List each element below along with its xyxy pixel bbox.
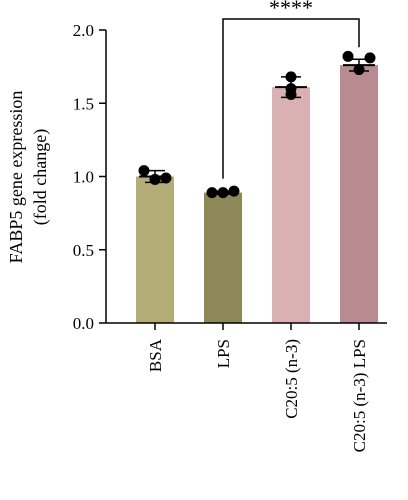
bars bbox=[136, 65, 378, 323]
y-tick-label: 1.0 bbox=[73, 168, 94, 187]
y-tick-label: 2.0 bbox=[73, 21, 94, 40]
data-point bbox=[206, 187, 218, 199]
y-axis-title-line-2: (fold change) bbox=[30, 129, 51, 225]
data-point bbox=[285, 83, 297, 95]
data-point bbox=[228, 185, 240, 197]
bar-3 bbox=[272, 87, 310, 323]
error-bars bbox=[139, 58, 375, 195]
data-point bbox=[138, 165, 150, 177]
y-axis: 0.0 0.5 1.0 1.5 2.0 bbox=[73, 21, 107, 333]
data-point bbox=[285, 71, 297, 83]
x-tick-label: C20:5 (n-3) LPS bbox=[350, 339, 369, 452]
y-axis-title-line-1: FABP5 gene expression bbox=[6, 91, 26, 264]
data-points bbox=[138, 50, 376, 199]
significance-bracket: **** bbox=[222, 0, 360, 179]
bar-1 bbox=[136, 176, 174, 323]
y-tick-label: 1.5 bbox=[73, 94, 94, 113]
x-tick-label: BSA bbox=[146, 338, 165, 372]
data-point bbox=[353, 64, 365, 76]
data-point bbox=[160, 172, 172, 184]
y-tick-label: 0.5 bbox=[73, 241, 94, 260]
bar-4 bbox=[340, 65, 378, 323]
bar-2 bbox=[204, 192, 242, 323]
data-point bbox=[217, 187, 229, 199]
bracket-line bbox=[222, 18, 360, 179]
significance-label: **** bbox=[269, 0, 313, 20]
data-point bbox=[342, 50, 354, 62]
y-axis-title: FABP5 gene expression (fold change) bbox=[6, 91, 51, 264]
x-tick-label: C20:5 (n-3) bbox=[282, 339, 301, 419]
x-tick-label: LPS bbox=[214, 339, 233, 368]
data-point bbox=[149, 173, 161, 185]
x-axis: BSA LPS C20:5 (n-3) C20:5 (n-3) LPS bbox=[106, 322, 387, 452]
y-tick-label: 0.0 bbox=[73, 314, 94, 333]
data-point bbox=[364, 52, 376, 64]
